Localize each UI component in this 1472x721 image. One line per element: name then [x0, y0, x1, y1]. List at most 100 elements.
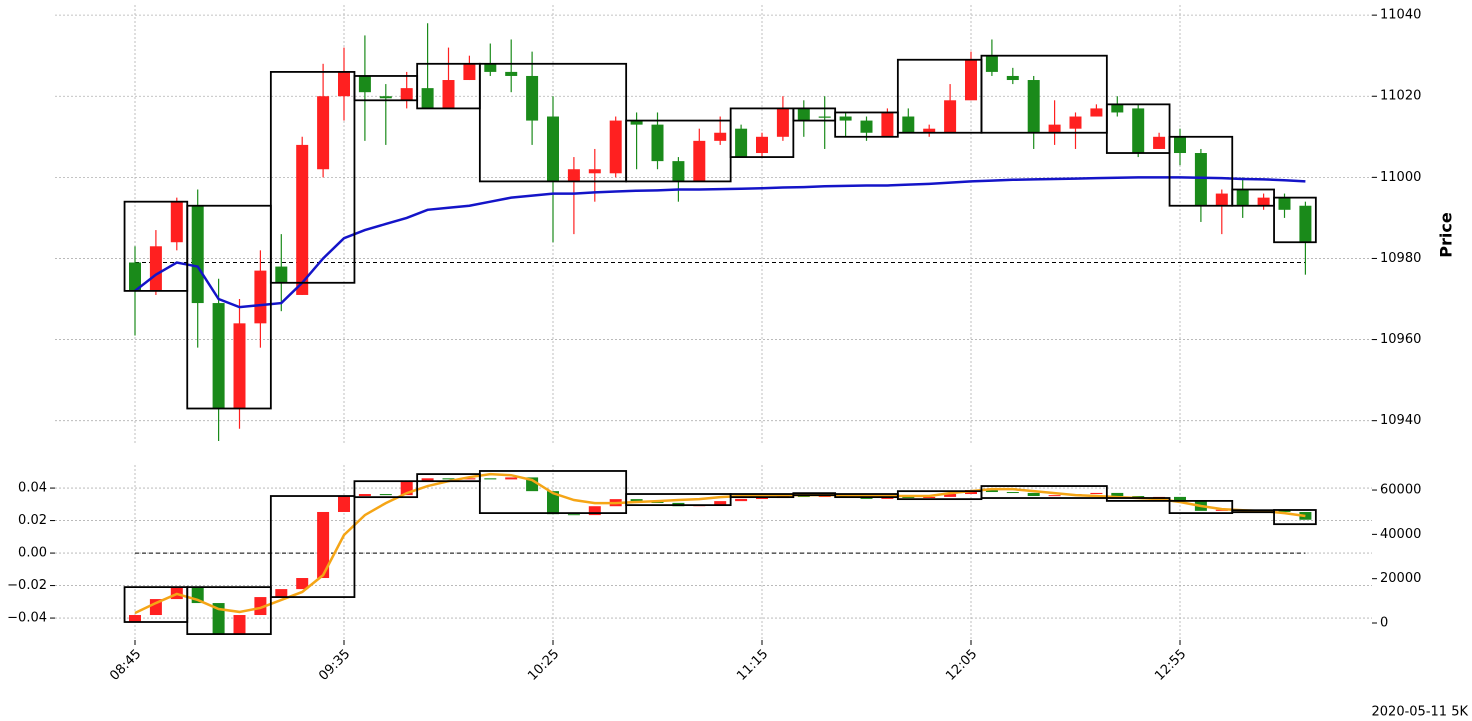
y2-tick-label: 0 [1380, 616, 1388, 631]
candle-body [1048, 124, 1061, 133]
candle-body [1027, 80, 1040, 133]
candle-body [1090, 108, 1103, 117]
candle-body [1278, 197, 1291, 210]
candle-body [1278, 510, 1291, 512]
y-tick-label: −0.02 [7, 578, 47, 593]
y-tick-label: −0.04 [7, 611, 47, 626]
candle-body [296, 578, 309, 590]
candle-body [567, 514, 580, 516]
range-box [1105, 497, 1171, 502]
candle-body [317, 96, 330, 170]
candle-body [567, 169, 580, 182]
candle-body [588, 506, 601, 516]
candle-body [212, 303, 225, 409]
range-box [1273, 196, 1317, 244]
candle-body [1174, 496, 1186, 501]
candle-body [317, 511, 330, 579]
candle-body [1090, 492, 1103, 495]
candle-body [944, 494, 957, 497]
candle-body [275, 266, 288, 283]
candle-body [421, 88, 434, 109]
candle-body [233, 323, 246, 409]
candle-body [818, 496, 831, 498]
y-tick-label: 10960 [1380, 332, 1421, 347]
candle-body [985, 490, 998, 493]
y2-tick-label: 60000 [1380, 483, 1421, 498]
y-axis-label: Price [1437, 212, 1456, 258]
candle-body [484, 63, 497, 72]
range-box [980, 485, 1108, 499]
range-box [186, 586, 272, 635]
candle-body [756, 498, 768, 500]
candle-body [881, 112, 894, 137]
candle-body [860, 120, 873, 133]
y-tick-label: 0.00 [18, 546, 47, 561]
range-box [729, 107, 795, 158]
candle-body [1153, 136, 1166, 149]
y-tick-label: 11020 [1380, 89, 1421, 104]
candle-body [735, 128, 748, 158]
candle-body [233, 615, 246, 635]
candle-body [463, 478, 476, 480]
x-tick-label: 12:05 [943, 647, 980, 684]
x-tick-label: 08:45 [107, 647, 144, 684]
x-tick-label: 12:55 [1152, 647, 1189, 684]
candle-body [735, 498, 748, 502]
range-box [980, 54, 1108, 134]
candle-body [358, 75, 371, 93]
range-box [1105, 103, 1171, 154]
y2-tick-label: 20000 [1380, 571, 1421, 586]
range-box [1168, 135, 1234, 207]
candle-body [129, 615, 141, 623]
candle-body [484, 478, 497, 480]
candle-body [1194, 153, 1207, 206]
candle-body [714, 132, 727, 141]
candle-body [1069, 116, 1082, 129]
candle-body [400, 88, 413, 101]
candle-body [1132, 108, 1145, 154]
y-tick-label: 10940 [1380, 413, 1421, 428]
range-box [269, 495, 356, 598]
candle-body [651, 124, 664, 162]
candle-body [1257, 197, 1270, 206]
candle-body [797, 108, 810, 121]
candle-body [1111, 104, 1124, 113]
range-box [625, 493, 732, 507]
candle-body [630, 120, 643, 125]
candle-body [379, 96, 392, 99]
candle-body [1299, 205, 1312, 243]
candle-body [526, 75, 539, 121]
candle-body [714, 501, 727, 505]
x-tick-label: 11:15 [734, 647, 771, 684]
moving-average-line [134, 176, 1306, 309]
candle-body [254, 270, 267, 324]
range-box [186, 204, 272, 410]
candle-body [379, 494, 392, 496]
y-tick-label: 0.04 [18, 481, 47, 496]
candle-body [463, 63, 476, 81]
range-box [353, 480, 419, 499]
candle-body [1236, 189, 1249, 206]
candle-body [442, 80, 455, 109]
candle-body [923, 496, 936, 499]
candle-body [1027, 492, 1040, 497]
candle-body [254, 597, 267, 616]
candle-body [505, 71, 518, 76]
candle-body [442, 478, 455, 480]
y-tick-label: 11000 [1380, 170, 1421, 185]
candle-body [129, 262, 141, 291]
candle-body [985, 55, 998, 72]
candle-body [547, 491, 559, 515]
x-tick-label: 10:25 [525, 647, 562, 684]
candle-body [505, 477, 518, 480]
candle-body [776, 108, 789, 137]
range-box [478, 470, 628, 514]
candle-body [609, 120, 622, 174]
candle-body [212, 603, 225, 635]
candle-body [149, 246, 162, 291]
candle-body [797, 496, 810, 498]
candle-body [191, 205, 204, 304]
candle-body [672, 161, 685, 182]
candle-body [902, 116, 915, 133]
